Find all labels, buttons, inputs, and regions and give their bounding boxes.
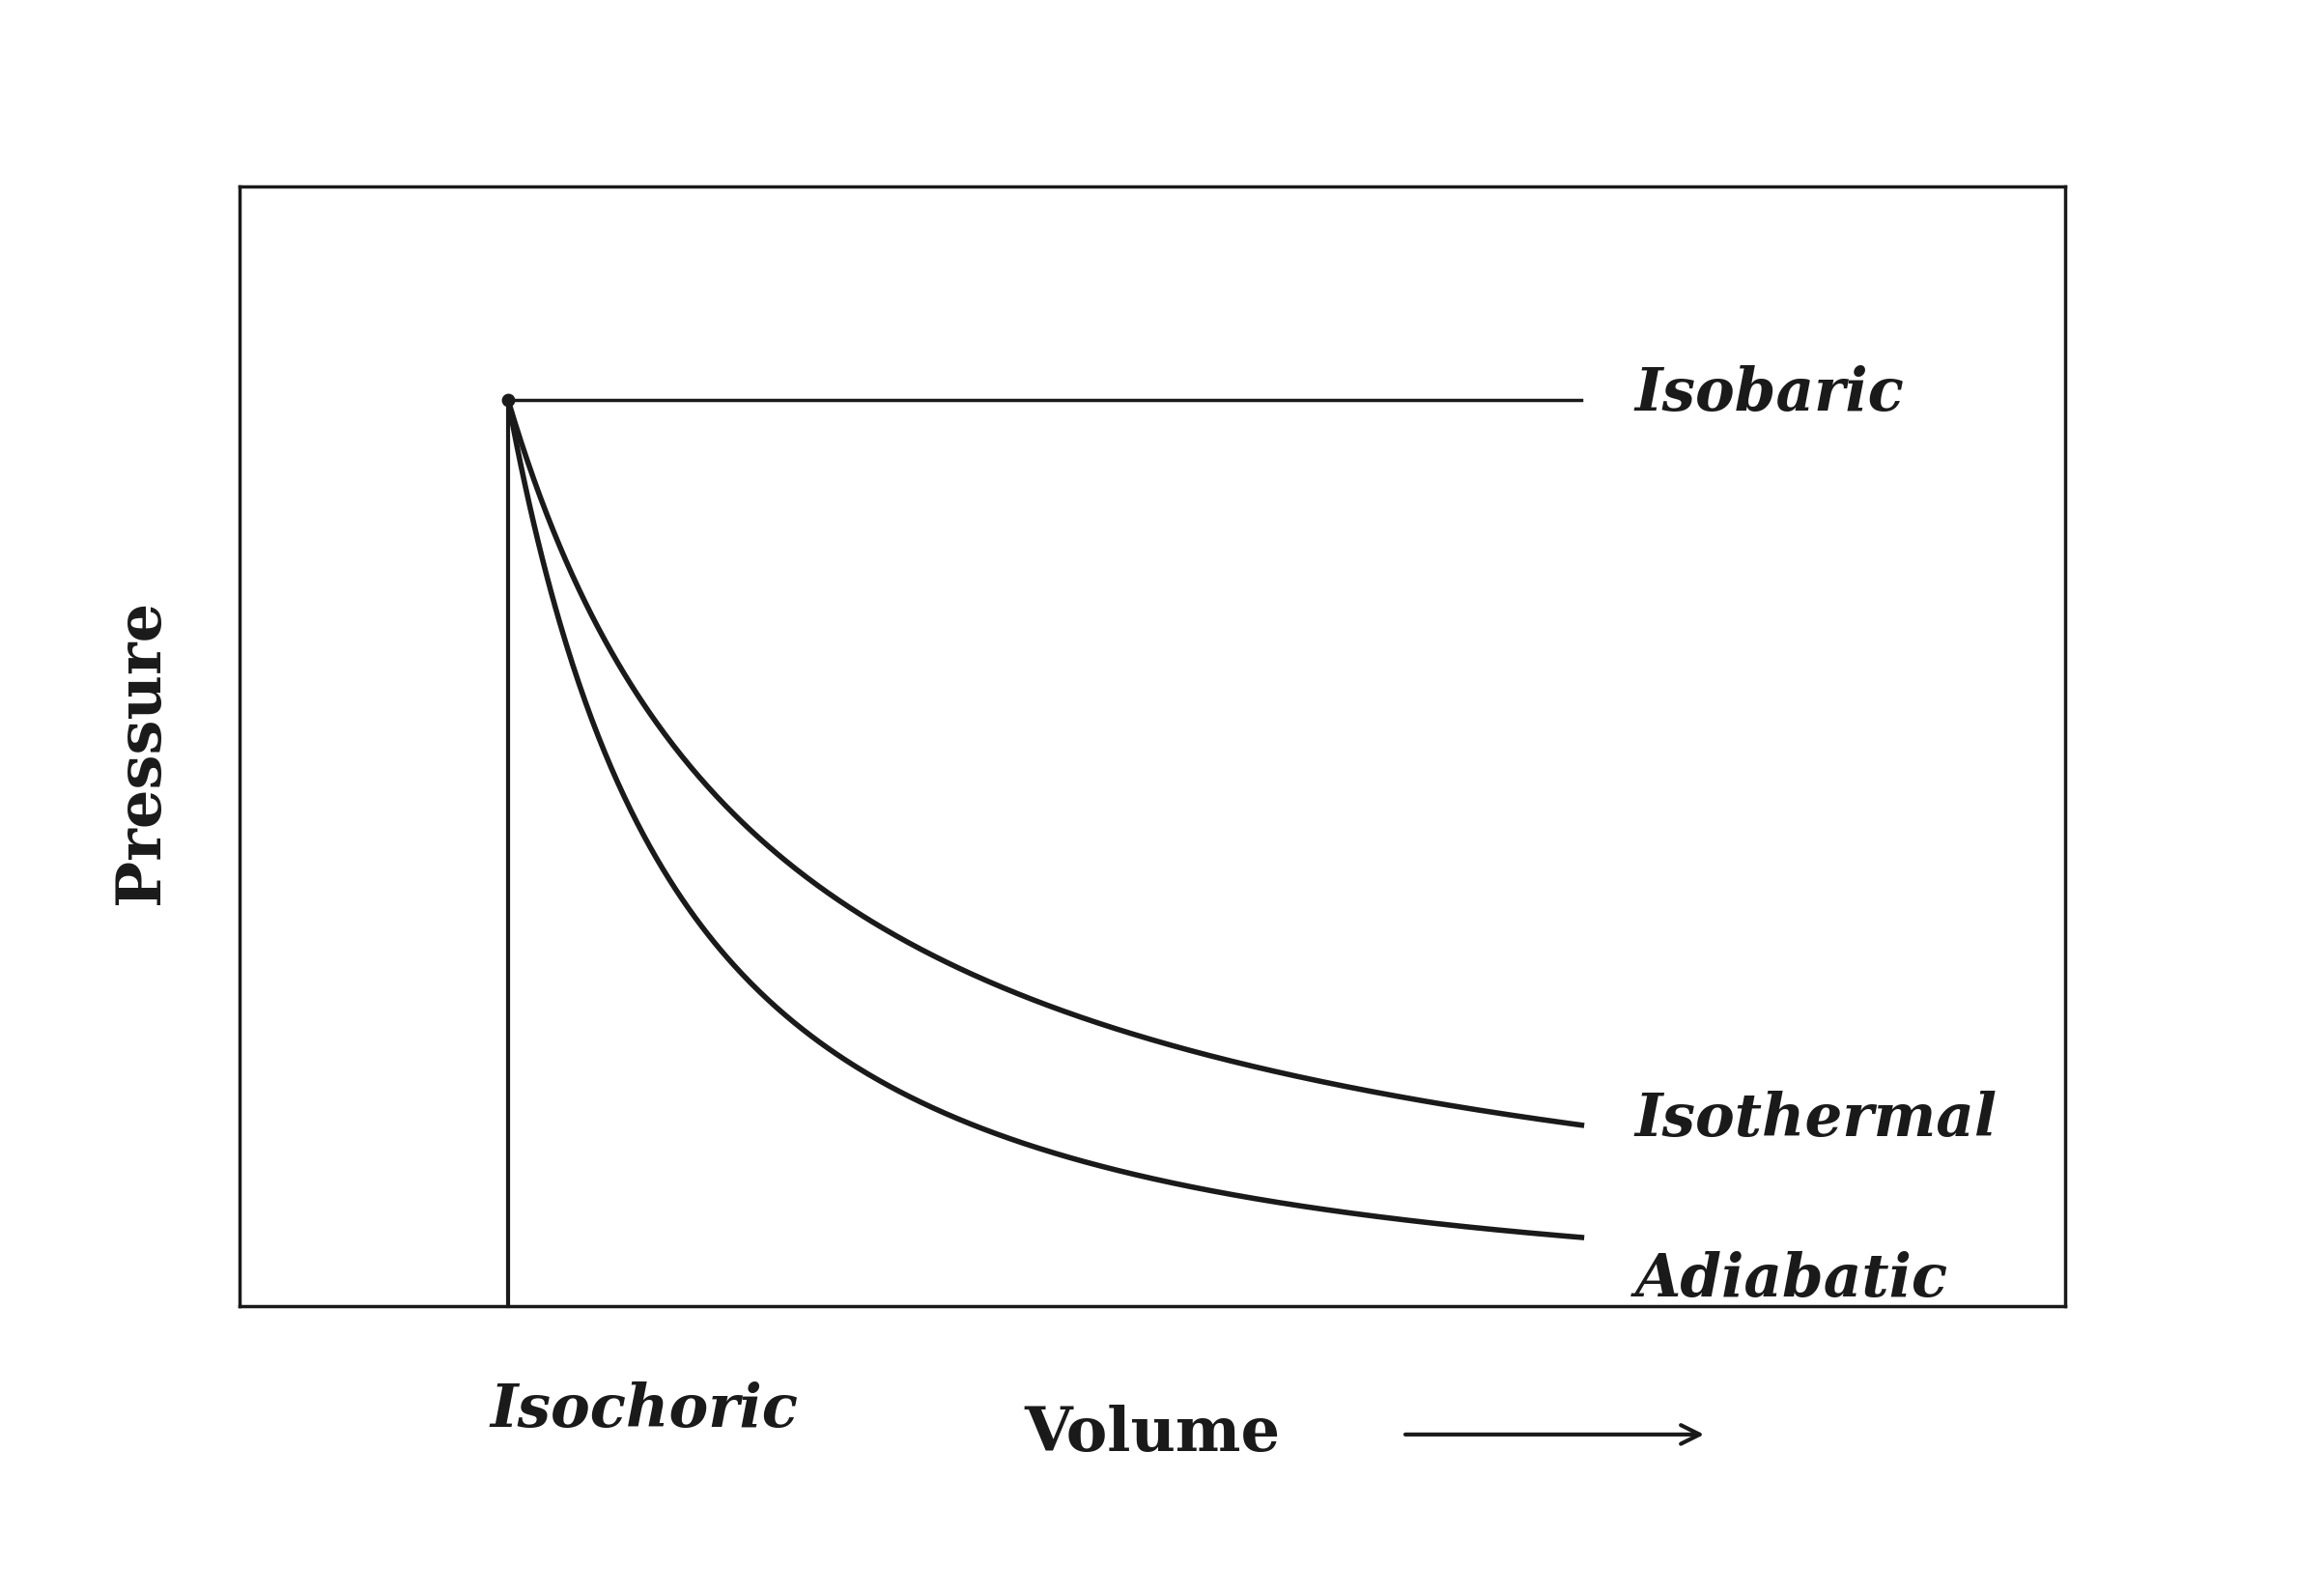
Text: Isobaric: Isobaric [1636,365,1906,424]
Text: Isothermal: Isothermal [1636,1090,1999,1149]
Text: Isochoric: Isochoric [490,1380,797,1439]
Text: Volume: Volume [1025,1404,1281,1463]
Text: Adiabatic: Adiabatic [1636,1251,1948,1309]
Text: Pressure: Pressure [112,599,170,904]
